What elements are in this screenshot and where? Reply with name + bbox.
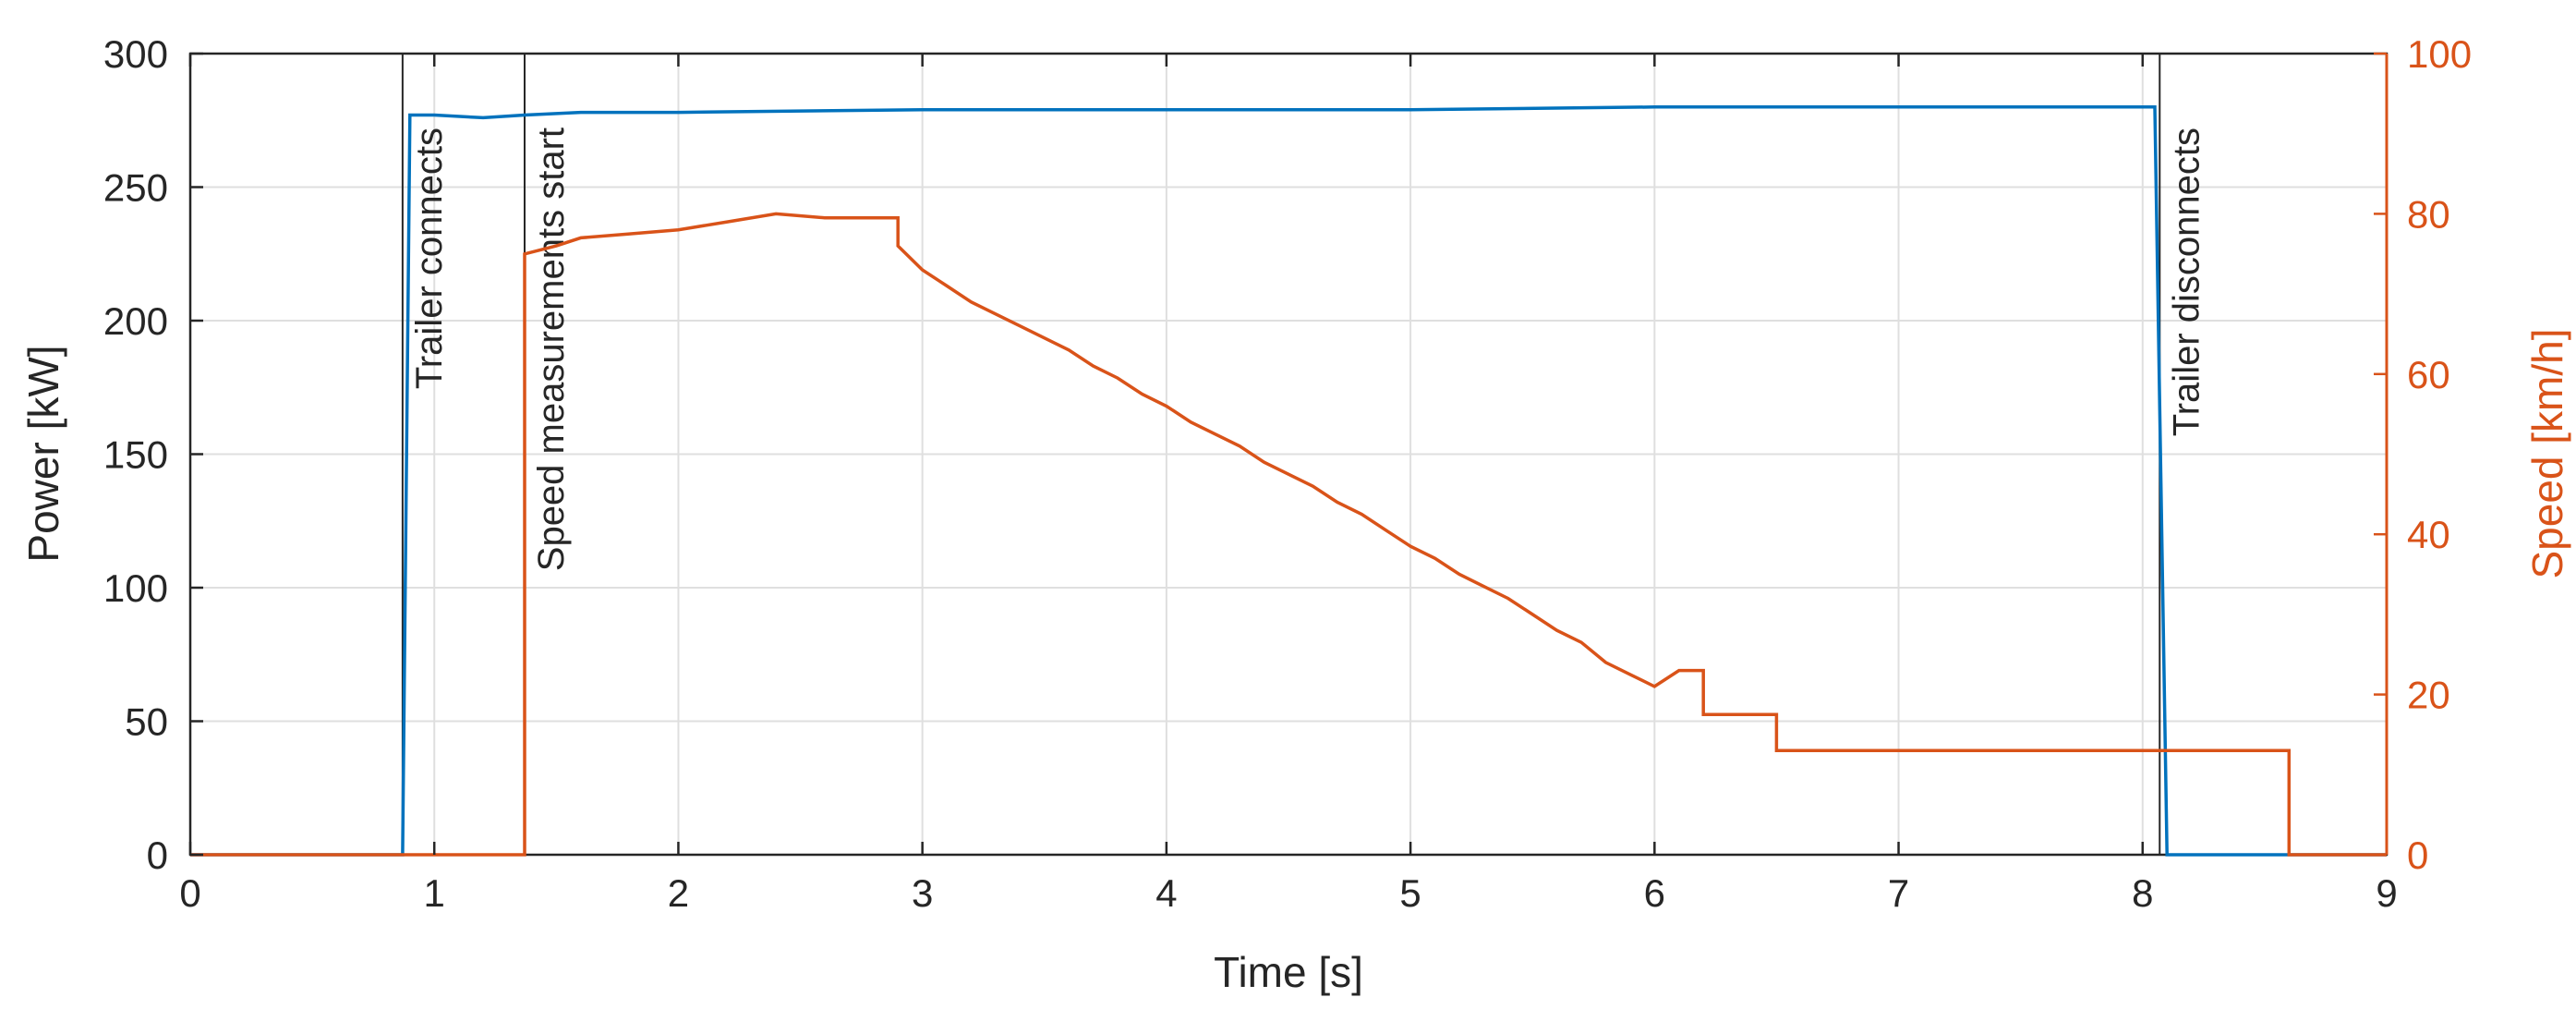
event-label: Trailer disconnects: [2166, 128, 2207, 436]
y-tick-label: 150: [103, 433, 168, 477]
y-tick-label: 100: [103, 566, 168, 610]
data-series: [190, 105, 2387, 857]
x-tick-label: 2: [668, 871, 689, 915]
y2-tick-label: 20: [2407, 674, 2450, 717]
x-tick-label: 5: [1399, 871, 1421, 915]
power-series-line: [190, 105, 2387, 857]
speed-series-line: [190, 212, 2387, 857]
y2-axis-label: Speed [km/h]: [2523, 328, 2571, 578]
y-tick-label: 50: [125, 700, 168, 744]
x-tick-label: 7: [1888, 871, 1909, 915]
y-tick-label: 250: [103, 166, 168, 210]
y-axis-label: Power [kW]: [19, 345, 67, 562]
x-tick-label: 0: [179, 871, 200, 915]
event-label: Speed measurements start: [531, 128, 572, 571]
x-tick-label: 6: [1644, 871, 1665, 915]
y2-tick-label: 60: [2407, 353, 2450, 396]
y-tick-label: 300: [103, 32, 168, 76]
x-tick-label: 8: [2132, 871, 2153, 915]
y2-tick-label: 0: [2407, 833, 2428, 877]
event-label: Trailer connects: [409, 128, 450, 389]
x-axis-label: Time [s]: [1214, 948, 1363, 996]
x-tick-label: 3: [912, 871, 933, 915]
y-tick-label: 0: [147, 833, 168, 877]
x-tick-label: 1: [424, 871, 445, 915]
y2-tick-label: 100: [2407, 32, 2472, 76]
grid: [190, 54, 2387, 855]
x-tick-label: 4: [1155, 871, 1177, 915]
x-tick-label: 9: [2376, 871, 2397, 915]
y2-tick-label: 80: [2407, 192, 2450, 236]
y2-tick-label: 40: [2407, 513, 2450, 556]
y-tick-label: 200: [103, 299, 168, 343]
